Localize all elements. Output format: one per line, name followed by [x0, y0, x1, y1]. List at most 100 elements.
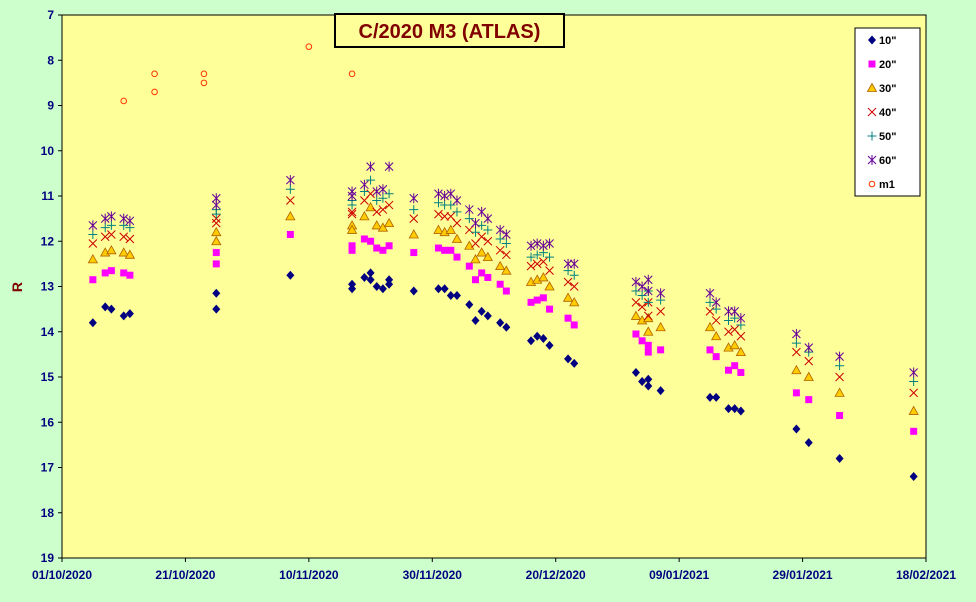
- legend-label: m1: [879, 179, 895, 191]
- data-point: [371, 220, 382, 230]
- data-point: [445, 224, 456, 234]
- data-point: [464, 214, 474, 224]
- data-point: [539, 257, 548, 266]
- title-frame: [334, 13, 565, 48]
- legend-box: [854, 27, 921, 197]
- data-point: [563, 258, 573, 269]
- y-tick-label: 12: [41, 234, 55, 248]
- data-point: [644, 374, 653, 384]
- legend-label: 10": [879, 35, 896, 47]
- data-point: [526, 240, 536, 251]
- y-tick-label: 9: [47, 99, 54, 113]
- legend-marker: [868, 35, 876, 45]
- data-point: [347, 209, 357, 219]
- data-point: [378, 205, 388, 214]
- legend-marker: [867, 155, 877, 165]
- data-point: [100, 232, 110, 242]
- data-point: [373, 244, 381, 252]
- legend-label: 20": [879, 59, 896, 71]
- data-point: [384, 189, 394, 199]
- legend-entry: m1: [868, 179, 895, 191]
- data-point: [501, 250, 511, 260]
- data-point: [478, 269, 486, 277]
- data-point: [495, 224, 505, 235]
- data-point: [731, 362, 739, 370]
- data-point: [501, 265, 512, 275]
- y-tick-label: 7: [47, 8, 54, 22]
- data-point: [212, 288, 221, 298]
- y-tick-label: 18: [41, 506, 55, 520]
- legend-label: 40": [879, 107, 896, 119]
- data-point: [533, 331, 542, 341]
- data-point: [736, 406, 745, 416]
- data-point: [151, 88, 158, 96]
- data-point: [107, 211, 116, 222]
- data-point: [527, 298, 535, 306]
- data-point: [211, 226, 222, 237]
- y-tick-label: 17: [41, 461, 55, 475]
- data-point: [737, 368, 745, 376]
- data-point: [360, 272, 369, 282]
- data-point: [496, 318, 505, 328]
- data-point: [836, 411, 844, 419]
- data-point: [909, 388, 919, 398]
- data-point: [539, 294, 547, 302]
- data-point: [638, 377, 647, 387]
- data-point: [494, 260, 506, 271]
- data-point: [452, 291, 461, 301]
- data-point: [434, 209, 443, 219]
- data-point: [544, 281, 555, 291]
- series-2: [87, 201, 919, 415]
- legend-entry: 50": [867, 131, 896, 143]
- x-tick-label: 18/02/2021: [896, 568, 956, 582]
- data-point: [88, 229, 98, 239]
- data-point: [495, 245, 505, 255]
- data-point: [471, 276, 479, 284]
- data-point: [379, 246, 387, 254]
- data-point: [440, 212, 449, 221]
- data-point: [384, 200, 394, 210]
- data-point: [532, 250, 542, 260]
- data-point: [656, 386, 665, 396]
- data-point: [631, 367, 640, 377]
- data-point: [643, 286, 653, 297]
- y-tick-label: 11: [41, 189, 54, 203]
- y-axis-label: R: [9, 282, 25, 292]
- data-point: [638, 337, 646, 345]
- data-point: [502, 322, 511, 332]
- data-point: [643, 297, 653, 307]
- data-point: [120, 97, 128, 105]
- y-tick-label: 16: [41, 415, 55, 429]
- plot-area: [61, 14, 927, 559]
- data-point: [211, 209, 221, 219]
- data-point: [711, 316, 721, 325]
- data-point: [89, 276, 97, 284]
- data-point: [632, 330, 640, 338]
- x-tick-label: 10/11/2020: [279, 568, 339, 582]
- data-point: [705, 297, 715, 307]
- data-point: [440, 284, 449, 294]
- legend-entry: 60": [867, 155, 896, 167]
- legend: 10" 20" 30" 40" 50" 60" m1: [854, 27, 921, 197]
- data-point: [705, 288, 715, 299]
- data-point: [735, 346, 747, 357]
- data-point: [835, 453, 844, 463]
- data-point: [526, 261, 536, 271]
- data-point: [452, 195, 462, 206]
- data-point: [643, 311, 653, 321]
- data-point: [631, 286, 641, 296]
- data-point: [477, 220, 487, 230]
- data-point: [434, 284, 443, 294]
- data-point: [360, 235, 368, 243]
- data-point: [452, 218, 462, 228]
- data-point: [532, 259, 542, 269]
- data-point: [656, 307, 665, 316]
- data-point: [360, 179, 369, 190]
- data-point: [471, 315, 480, 325]
- data-point: [372, 186, 382, 197]
- data-point: [909, 472, 918, 482]
- data-point: [501, 229, 511, 240]
- data-point: [711, 297, 721, 308]
- data-point: [484, 273, 492, 281]
- data-point: [792, 347, 801, 357]
